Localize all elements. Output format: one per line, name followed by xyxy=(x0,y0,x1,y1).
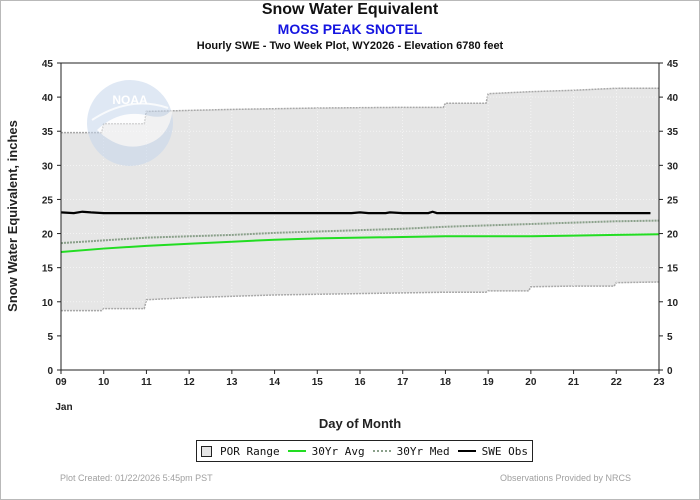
y-tick-label-left: 40 xyxy=(42,93,54,104)
x-tick-label: 13 xyxy=(226,377,238,388)
noaa-logo-text: NOAA xyxy=(112,93,148,107)
plot-created-note: Plot Created: 01/22/2026 5:45pm PST xyxy=(60,473,213,483)
30yr-avg-line xyxy=(60,233,660,253)
axes-layer xyxy=(57,62,663,374)
y-tick-label-right: 25 xyxy=(667,195,679,206)
x-tick-label: 18 xyxy=(440,377,452,388)
noaa-logo-wave xyxy=(91,102,169,121)
y-tick-label-right: 0 xyxy=(667,366,673,377)
legend-item-30yr-avg: 30Yr Avg xyxy=(287,444,365,458)
x-tick-label: 10 xyxy=(98,377,110,388)
x-tick-label: 16 xyxy=(354,377,366,388)
legend-label-30yr-avg: 30Yr Avg xyxy=(311,444,365,458)
x-tick-label: 15 xyxy=(312,377,324,388)
y-tick-label-left: 0 xyxy=(47,366,53,377)
x-tick-label: 09 xyxy=(55,377,67,388)
y-tick-label-right: 15 xyxy=(667,264,679,275)
y-tick-label-right: 35 xyxy=(667,127,679,138)
data-provider-note: Observations Provided by NRCS xyxy=(499,473,631,483)
x-tick-label: 22 xyxy=(611,377,623,388)
x-tick-label: 12 xyxy=(184,377,196,388)
y-axis-title: Snow Water Equivalent, inches xyxy=(5,120,20,312)
30yr-avg-swatch xyxy=(287,450,306,452)
labels-layer: 09 10 11 12 13 14 15 16 17 18 19 20 21 22 230 05 510 1015… xyxy=(5,59,679,431)
y-tick-label-left: 25 xyxy=(42,195,54,206)
por-range-swatch xyxy=(201,445,212,457)
legend-item-30yr-med: 30Yr Med xyxy=(372,444,450,458)
chart-subtitle: Hourly SWE - Two Week Plot, WY2026 - Ele… xyxy=(196,40,504,52)
y-tick-label-right: 5 xyxy=(667,332,673,343)
noaa-logo-circle xyxy=(87,80,173,166)
legend-label-por-range: POR Range xyxy=(220,444,280,458)
y-tick-label-left: 45 xyxy=(42,59,54,70)
30yr-med-swatch xyxy=(372,450,391,452)
y-tick-label-left: 35 xyxy=(42,127,54,138)
x-tick-label: 23 xyxy=(653,377,665,388)
x-axis-month-label: Jan xyxy=(55,402,72,413)
x-tick-label: 19 xyxy=(483,377,495,388)
noaa-logo-bird xyxy=(97,104,173,147)
y-tick-label-right: 30 xyxy=(667,161,679,172)
noaa-logo: NOAA xyxy=(87,80,173,166)
y-tick-label-left: 15 xyxy=(42,264,54,275)
y-tick-label-left: 20 xyxy=(42,230,54,241)
swe-obs-line xyxy=(60,210,651,215)
y-tick-label-right: 45 xyxy=(667,59,679,70)
por-range-lower-edge xyxy=(61,281,660,312)
30yr-med-line xyxy=(60,219,660,245)
station-name: MOSS PEAK SNOTEL xyxy=(277,21,423,37)
y-tick-label-left: 10 xyxy=(42,298,54,309)
swe-obs-swatch xyxy=(457,450,476,452)
chart-title: Snow Water Equivalent xyxy=(261,1,439,18)
x-tick-label: 17 xyxy=(397,377,409,388)
legend-item-por-range: POR Range xyxy=(201,445,280,458)
x-tick-label: 20 xyxy=(525,377,537,388)
legend: POR Range 30Yr Avg 30Yr Med SWE Obs xyxy=(196,440,533,462)
y-tick-label-right: 40 xyxy=(667,93,679,104)
x-tick-label: 14 xyxy=(269,377,281,388)
x-tick-label: 11 xyxy=(141,377,152,388)
legend-label-swe-obs: SWE Obs xyxy=(481,444,528,458)
y-tick-label-right: 20 xyxy=(667,230,679,241)
series-layer xyxy=(60,210,660,253)
y-tick-label-left: 5 xyxy=(47,332,53,343)
legend-item-swe-obs: SWE Obs xyxy=(457,444,528,458)
y-tick-label-left: 30 xyxy=(42,161,54,172)
x-axis-title: Day of Month xyxy=(319,416,401,431)
por-range-band xyxy=(61,88,659,311)
y-tick-label-right: 10 xyxy=(667,298,679,309)
x-tick-label: 21 xyxy=(568,377,580,388)
legend-label-30yr-med: 30Yr Med xyxy=(396,444,450,458)
